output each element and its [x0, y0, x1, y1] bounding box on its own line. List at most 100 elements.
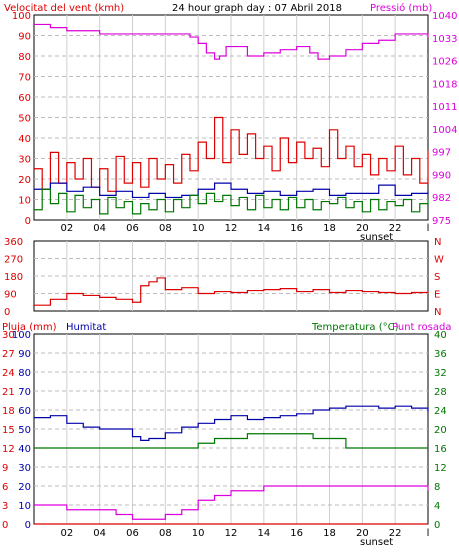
tick-label: 997 — [432, 148, 451, 159]
x-tick-label: 08 — [159, 528, 172, 539]
tick-label: 20 — [18, 482, 31, 493]
wind-axis-ticks: 0 10 20 30 40 50 60 70 80 90 100 — [12, 11, 31, 227]
tick-label: 50 — [18, 425, 31, 436]
x-axis-ticks-bottom: 02 04 06 08 10 12 14 16 18 20 22 l — [60, 528, 429, 539]
tick-label: 16 — [434, 444, 447, 455]
tick-label: 12 — [434, 463, 447, 474]
pressure-axis-ticks: 975 982 990 997 1004 1011 1018 1026 1033 1040 — [432, 11, 457, 227]
tick-label: 80 — [18, 52, 31, 63]
x-tick-label: 06 — [126, 528, 139, 539]
tick-label: 9 — [2, 463, 8, 474]
tick-label: 40 — [18, 444, 31, 455]
tick-label: 80 — [18, 368, 31, 379]
humidity-label: Humitat — [66, 322, 106, 333]
tick-label: 1018 — [432, 79, 457, 90]
tick-label: 27 — [2, 349, 15, 360]
humidity-axis-ticks: 0 10 20 30 40 50 60 70 80 90 100 — [12, 330, 31, 531]
x-tick-label: 18 — [323, 528, 336, 539]
tick-label: S — [434, 272, 440, 283]
x-tick-label: 04 — [93, 528, 106, 539]
tick-label: 1026 — [432, 57, 457, 68]
tick-label: 1011 — [432, 102, 457, 113]
x-tick-label: 04 — [93, 223, 106, 234]
x-tick-label: 20 — [356, 528, 369, 539]
tick-label: 24 — [434, 406, 447, 417]
wind-average-line — [34, 182, 429, 199]
tick-label: 0 — [4, 307, 10, 318]
tick-label: 10 — [18, 196, 31, 207]
tick-label: 0 — [25, 520, 31, 531]
direction-panel-series — [34, 277, 429, 306]
tick-label: 36 — [434, 349, 447, 360]
x-tick-label: 12 — [225, 528, 238, 539]
tick-label: 20 — [434, 425, 447, 436]
tick-label: 90 — [18, 32, 31, 43]
pressure-line — [34, 23, 429, 60]
tick-label: 270 — [4, 255, 23, 266]
sunset-label-bottom: sunset — [360, 537, 393, 548]
tick-label: 90 — [18, 349, 31, 360]
tick-label: 0 — [2, 520, 8, 531]
tick-label: 1033 — [432, 34, 457, 45]
wind-speed-line — [34, 188, 429, 215]
wind-direction-line — [34, 277, 429, 306]
temperature-axis-ticks: 0 4 8 12 16 20 24 28 32 36 40 — [434, 330, 447, 531]
x-tick-label: l — [427, 528, 430, 539]
graph-title: 24 hour graph day : 07 Abril 2018 — [172, 3, 342, 14]
dew-point-label: Punt rosada — [392, 322, 451, 333]
tick-label: 0 — [25, 216, 31, 227]
wind-speed-label: Velocitat del vent (kmh) — [4, 3, 124, 14]
tick-label: 60 — [18, 93, 31, 104]
tick-label: 50 — [18, 114, 31, 125]
tick-label: 40 — [434, 330, 447, 341]
tick-label: 100 — [12, 330, 31, 341]
tick-label: 15 — [2, 425, 15, 436]
top-panel-series — [34, 23, 429, 215]
x-tick-label: 16 — [290, 528, 303, 539]
tick-label: E — [434, 290, 440, 301]
tick-label: 90 — [4, 290, 17, 301]
x-tick-label: 02 — [60, 223, 73, 234]
x-tick-label: 14 — [257, 223, 270, 234]
tick-label: 24 — [2, 368, 15, 379]
tick-label: 20 — [18, 175, 31, 186]
temperature-label: Temperatura (°C) — [311, 322, 399, 333]
x-tick-label: 14 — [257, 528, 270, 539]
tick-label: 21 — [2, 387, 15, 398]
x-tick-label: 08 — [159, 223, 172, 234]
temperature-line — [34, 433, 428, 449]
tick-label: 30 — [18, 155, 31, 166]
tick-label: 1040 — [432, 11, 457, 22]
sunset-label-top: sunset — [360, 232, 393, 243]
tick-label: 60 — [18, 406, 31, 417]
tick-label: 18 — [2, 406, 15, 417]
tick-label: 8 — [434, 482, 440, 493]
x-tick-label: 20 — [356, 223, 369, 234]
rain-axis-ticks: 0 3 6 9 12 15 18 21 24 27 30 — [2, 330, 15, 531]
x-tick-label: 10 — [192, 223, 205, 234]
tick-label: 6 — [2, 482, 8, 493]
humidity-line — [34, 405, 429, 441]
tick-label: 180 — [4, 272, 23, 283]
tick-label: 982 — [432, 193, 451, 204]
wind-gust-line — [34, 116, 429, 192]
bottom-panel-series — [34, 405, 429, 525]
tick-label: 70 — [18, 387, 31, 398]
x-tick-label: 10 — [192, 528, 205, 539]
tick-label: N — [434, 307, 441, 318]
pressure-label: Pressió (mb) — [370, 2, 432, 14]
tick-label: 3 — [2, 501, 8, 512]
x-tick-label: 02 — [60, 528, 73, 539]
tick-label: 28 — [434, 387, 447, 398]
x-tick-label: 06 — [126, 223, 139, 234]
tick-label: 32 — [434, 368, 447, 379]
dew-point-line — [34, 485, 429, 520]
tick-label: 1004 — [432, 125, 457, 136]
tick-label: 10 — [18, 501, 31, 512]
tick-label: 70 — [18, 73, 31, 84]
x-tick-label: 12 — [225, 223, 238, 234]
tick-label: 100 — [12, 11, 31, 22]
x-tick-label: 22 — [389, 223, 402, 234]
